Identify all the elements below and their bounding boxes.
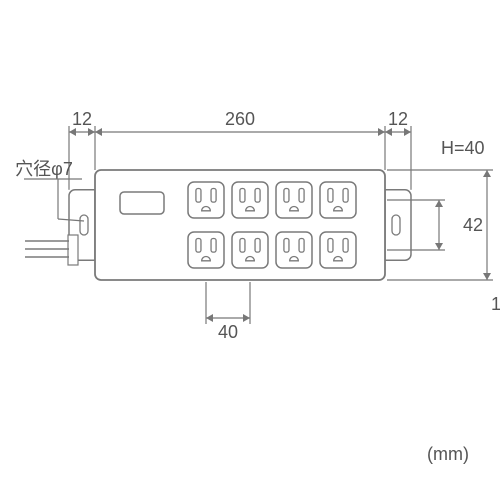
outlet-socket [276, 232, 312, 268]
outlet-socket [320, 182, 356, 218]
dim-height-note: H=40 [441, 138, 485, 158]
outlet-socket [232, 232, 268, 268]
dim-total-h: 100 [491, 294, 500, 314]
power-strip-body [68, 170, 411, 280]
outlet-socket [232, 182, 268, 218]
outlet-socket [188, 232, 224, 268]
dim-margin-right: 12 [388, 109, 408, 129]
dim-row-v: 42 [463, 215, 483, 235]
dim-width: 260 [225, 109, 255, 129]
dim-margin-left: 12 [72, 109, 92, 129]
dim-hole-label: 穴径φ7 [15, 159, 73, 179]
outlet-socket [276, 182, 312, 218]
dim-outlet-h: 40 [218, 322, 238, 342]
outlet-socket [320, 232, 356, 268]
unit-label: (mm) [427, 444, 469, 464]
outlet-socket [188, 182, 224, 218]
